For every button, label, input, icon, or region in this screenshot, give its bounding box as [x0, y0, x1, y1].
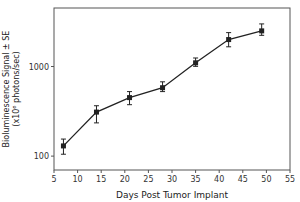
x-axis-label: Days Post Tumor Implant [116, 190, 229, 200]
error-bar [127, 92, 132, 105]
x-tick [266, 170, 267, 173]
y-axis-label: Bioluminescence Signal ± SE(x10⁶ photons… [2, 31, 21, 148]
x-tick [242, 170, 243, 173]
error-bar-cap [94, 105, 99, 106]
error-bar-cap [94, 122, 99, 123]
x-tick-label: 15 [96, 175, 106, 184]
x-tick-label: 5 [51, 175, 56, 184]
error-bar [259, 24, 264, 35]
y-axis-label-line: Bioluminescence Signal ± SE [2, 31, 11, 148]
y-tick [51, 66, 54, 67]
error-bar-cap [160, 81, 165, 82]
x-tick [219, 170, 220, 173]
data-point [160, 85, 165, 90]
data-point [259, 28, 264, 33]
x-tick [172, 170, 173, 173]
error-bar-cap [127, 91, 132, 92]
data-point [127, 95, 132, 100]
y-tick [51, 156, 54, 157]
y-tick-label: 1000 [29, 63, 49, 72]
chart-container: 5 10 15 20 25 30 35 40 45 50 55 100 1000 Days Post Tu… [0, 0, 300, 202]
y-axis-label-line: (x10⁶ photons/sec) [12, 51, 21, 126]
series-line [63, 31, 261, 146]
error-bar-cap [127, 104, 132, 105]
data-point [94, 110, 99, 115]
error-bar-cap [61, 139, 66, 140]
error-bar-cap [193, 57, 198, 58]
error-bar [160, 82, 165, 92]
data-layer [61, 24, 264, 154]
error-bar [226, 33, 231, 47]
x-axis: 5 10 15 20 25 30 35 40 45 50 55 [51, 170, 295, 184]
x-tick-label: 55 [285, 175, 295, 184]
x-tick [195, 170, 196, 173]
x-tick-label: 10 [73, 175, 83, 184]
x-tick [54, 170, 55, 173]
plot-frame [54, 8, 290, 170]
error-bar-cap [259, 35, 264, 36]
x-tick-label: 25 [143, 175, 153, 184]
y-axis: 100 1000 [29, 63, 54, 162]
y-tick-label: 100 [34, 152, 49, 161]
error-bar-cap [160, 91, 165, 92]
data-point [226, 37, 231, 42]
x-tick-label: 45 [238, 175, 248, 184]
x-tick [148, 170, 149, 173]
x-tick-label: 30 [167, 175, 177, 184]
error-bar [193, 58, 198, 66]
error-bar-cap [259, 23, 264, 24]
error-bar-cap [61, 154, 66, 155]
x-tick [101, 170, 102, 173]
error-bar-cap [226, 32, 231, 33]
data-point [61, 143, 66, 148]
x-tick [77, 170, 78, 173]
chart-svg: 5 10 15 20 25 30 35 40 45 50 55 100 1000 Days Post Tu… [0, 0, 300, 202]
error-bar-cap [226, 46, 231, 47]
data-point [193, 60, 198, 65]
error-bar [61, 139, 66, 154]
x-tick-label: 20 [120, 175, 130, 184]
error-bar [94, 106, 99, 123]
x-tick-label: 35 [191, 175, 201, 184]
x-tick [124, 170, 125, 173]
x-tick-label: 40 [214, 175, 224, 184]
error-bar-cap [193, 66, 198, 67]
x-tick-label: 50 [261, 175, 271, 184]
x-tick [290, 170, 291, 173]
